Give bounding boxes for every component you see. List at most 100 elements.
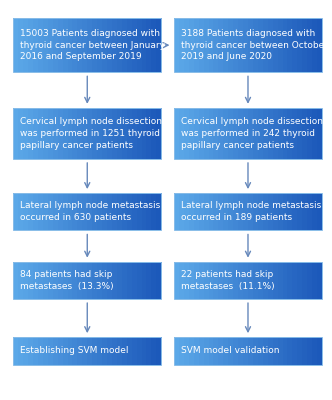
Bar	[87, 337, 93, 365]
Bar	[233, 337, 238, 365]
Bar	[258, 262, 263, 299]
Bar	[92, 262, 98, 299]
Bar	[278, 193, 283, 230]
Bar	[268, 262, 273, 299]
Bar	[292, 108, 298, 159]
Bar	[263, 108, 268, 159]
Bar	[199, 108, 204, 159]
Bar	[179, 262, 184, 299]
Bar	[28, 337, 33, 365]
Bar	[136, 262, 142, 299]
Bar	[117, 108, 122, 159]
Bar	[107, 337, 112, 365]
Bar	[23, 108, 28, 159]
Bar	[213, 108, 219, 159]
Bar	[204, 108, 209, 159]
Bar	[248, 108, 253, 159]
Bar	[273, 193, 278, 230]
Bar	[67, 18, 73, 72]
Bar	[297, 262, 302, 299]
Bar	[107, 108, 112, 159]
Bar	[53, 108, 58, 159]
Bar	[132, 337, 137, 365]
Bar	[18, 262, 24, 299]
Bar	[253, 193, 258, 230]
Text: 3188 Patients diagnosed with
thyroid cancer between October
2019 and June 2020: 3188 Patients diagnosed with thyroid can…	[181, 29, 328, 62]
Bar	[77, 193, 83, 230]
Bar	[213, 193, 219, 230]
Bar	[92, 108, 98, 159]
Bar	[112, 18, 117, 72]
Bar	[33, 18, 38, 72]
Bar	[253, 337, 258, 365]
Bar	[312, 18, 317, 72]
Bar	[107, 18, 112, 72]
Bar	[238, 193, 243, 230]
Bar	[174, 18, 322, 72]
Bar	[213, 337, 219, 365]
Bar	[302, 337, 307, 365]
Bar	[87, 262, 93, 299]
Bar	[233, 108, 238, 159]
Bar	[194, 337, 199, 365]
Bar	[67, 108, 73, 159]
Bar	[253, 108, 258, 159]
Bar	[199, 337, 204, 365]
Bar	[258, 108, 263, 159]
Bar	[58, 18, 63, 72]
Bar	[174, 337, 179, 365]
Bar	[28, 108, 33, 159]
Bar	[208, 193, 214, 230]
Bar	[189, 108, 194, 159]
Bar	[317, 193, 322, 230]
Bar	[288, 108, 293, 159]
Bar	[112, 193, 117, 230]
Bar	[117, 193, 122, 230]
Bar	[273, 108, 278, 159]
Bar	[18, 193, 24, 230]
Bar	[302, 18, 307, 72]
Bar	[228, 193, 233, 230]
Bar	[218, 193, 224, 230]
Bar	[189, 18, 194, 72]
Bar	[127, 337, 132, 365]
Bar	[72, 18, 78, 72]
Bar	[127, 193, 132, 230]
Bar	[13, 18, 161, 72]
Bar	[82, 18, 88, 72]
Bar	[312, 193, 317, 230]
Bar	[146, 108, 152, 159]
Bar	[204, 262, 209, 299]
Bar	[174, 108, 322, 159]
Bar	[58, 262, 63, 299]
Bar	[33, 337, 38, 365]
Bar	[263, 18, 268, 72]
Bar	[117, 337, 122, 365]
Bar	[174, 262, 322, 299]
Bar	[122, 108, 127, 159]
Bar	[141, 262, 147, 299]
Bar	[307, 337, 312, 365]
Bar	[278, 108, 283, 159]
Bar	[33, 193, 38, 230]
Bar	[107, 193, 112, 230]
Bar	[82, 337, 88, 365]
Bar	[97, 18, 102, 72]
Bar	[141, 18, 147, 72]
Bar	[174, 337, 322, 365]
Bar	[48, 18, 53, 72]
Bar	[283, 108, 288, 159]
Bar	[199, 193, 204, 230]
Bar	[179, 108, 184, 159]
Bar	[87, 108, 93, 159]
Bar	[248, 337, 253, 365]
Bar	[223, 108, 228, 159]
Bar	[228, 108, 233, 159]
Text: Cervical lymph node dissection
was performed in 1251 thyroid
papillary cancer pa: Cervical lymph node dissection was perfo…	[20, 117, 162, 150]
Bar	[141, 108, 147, 159]
Bar	[248, 262, 253, 299]
Bar	[292, 193, 298, 230]
Bar	[199, 18, 204, 72]
Bar	[174, 193, 322, 230]
Bar	[307, 193, 312, 230]
